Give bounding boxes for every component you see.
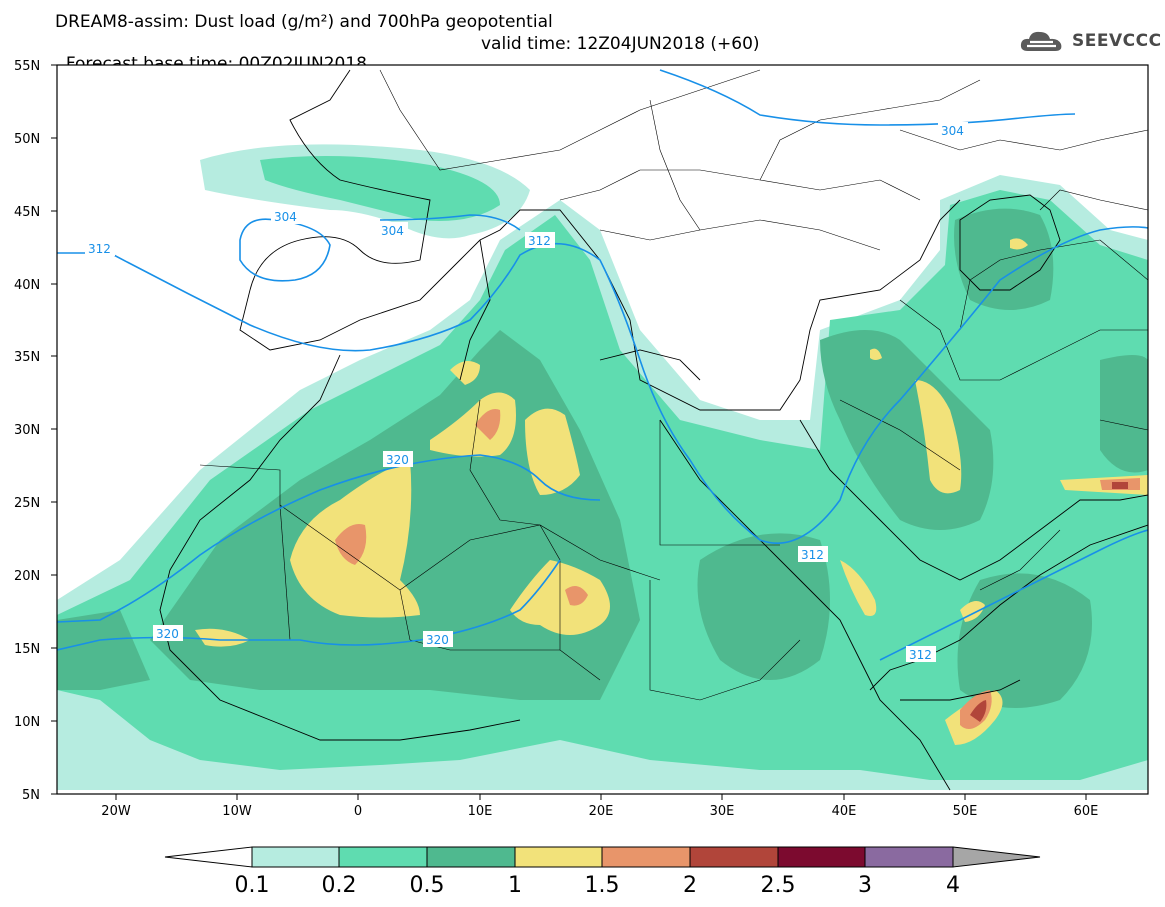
coastlines bbox=[159, 69, 1148, 791]
lon-label: 20E bbox=[589, 804, 614, 819]
contour-label: 320 bbox=[156, 627, 179, 641]
lat-label: 10N bbox=[14, 715, 40, 730]
lon-label: 0 bbox=[354, 804, 362, 819]
colorbar-label: 0.2 bbox=[322, 873, 357, 898]
contour-label: 312 bbox=[801, 548, 824, 562]
colorbar-swatch bbox=[690, 847, 778, 867]
contour-label: 304 bbox=[274, 210, 297, 224]
dust-level-2 bbox=[970, 482, 1128, 722]
colorbar-label: 0.5 bbox=[410, 873, 445, 898]
contour-label: 320 bbox=[386, 453, 409, 467]
lat-label: 55N bbox=[14, 59, 40, 74]
lon-label: 50E bbox=[953, 804, 978, 819]
colorbar-swatch bbox=[778, 847, 865, 867]
colorbar-swatch bbox=[865, 847, 953, 867]
lon-label: 30E bbox=[710, 804, 735, 819]
colorbar-swatch bbox=[252, 847, 339, 867]
colorbar-label: 3 bbox=[858, 873, 872, 898]
colorbar: 0.1 0.2 0.5 1 1.5 2 2.5 3 4 bbox=[164, 846, 1041, 898]
colorbar-label: 0.1 bbox=[235, 873, 270, 898]
lon-label: 20W bbox=[101, 804, 131, 819]
contour-label: 312 bbox=[909, 648, 932, 662]
longitude-axis: 20W 10W 0 10E 20E 30E 40E 50E 60E bbox=[101, 794, 1098, 819]
country-borders bbox=[199, 69, 1148, 701]
contour-label: 312 bbox=[88, 242, 111, 256]
logo-text: SEEVCCC bbox=[1072, 31, 1162, 51]
colorbar-high-arrow bbox=[953, 847, 1040, 867]
contour-label: 312 bbox=[528, 234, 551, 248]
colorbar-swatch bbox=[515, 847, 602, 867]
lat-label: 35N bbox=[14, 350, 40, 365]
map-title: DREAM8-assim: Dust load (g/m²) and 700hP… bbox=[55, 12, 553, 32]
colorbar-label: 1 bbox=[508, 873, 522, 898]
lat-label: 40N bbox=[14, 278, 40, 293]
colorbar-low-arrow bbox=[164, 846, 253, 868]
colorbar-swatch bbox=[339, 847, 427, 867]
colorbar-label: 2 bbox=[683, 873, 697, 898]
colorbar-swatch bbox=[427, 847, 515, 867]
lat-label: 15N bbox=[14, 642, 40, 657]
geopotential-contours bbox=[57, 69, 1148, 661]
colorbar-label: 4 bbox=[946, 873, 960, 898]
lon-label: 10W bbox=[222, 804, 252, 819]
valid-time: valid time: 12Z04JUN2018 (+60) bbox=[481, 34, 760, 54]
lat-label: 30N bbox=[14, 423, 40, 438]
seevccc-logo: SEEVCCC bbox=[1018, 27, 1162, 55]
contour-labels: 304 304 304 312 312 312 312 320 320 320 bbox=[85, 122, 968, 662]
colorbar-label: 1.5 bbox=[585, 873, 620, 898]
lon-label: 60E bbox=[1074, 804, 1099, 819]
lat-label: 20N bbox=[14, 569, 40, 584]
contour-label: 304 bbox=[381, 224, 404, 238]
cloud-icon bbox=[1020, 31, 1062, 51]
contour-label: 320 bbox=[426, 633, 449, 647]
latitude-axis: 55N 50N 45N 40N 35N 30N 25N 20N 15N 10N … bbox=[14, 59, 57, 803]
lat-label: 45N bbox=[14, 205, 40, 220]
dust-shading bbox=[57, 69, 1148, 791]
lon-label: 40E bbox=[832, 804, 857, 819]
lat-label: 50N bbox=[14, 132, 40, 147]
colorbar-label: 2.5 bbox=[761, 873, 796, 898]
colorbar-swatch bbox=[602, 847, 690, 867]
lat-label: 25N bbox=[14, 496, 40, 511]
contour-label: 304 bbox=[941, 124, 964, 138]
lon-label: 10E bbox=[468, 804, 493, 819]
lat-label: 5N bbox=[22, 788, 40, 803]
